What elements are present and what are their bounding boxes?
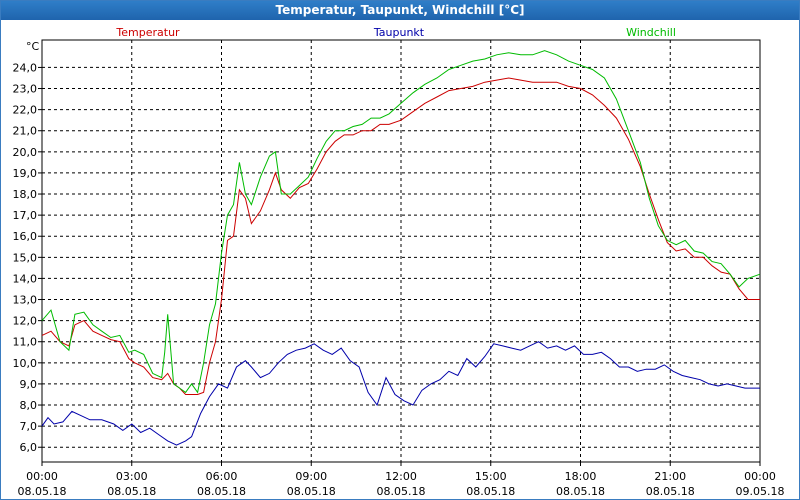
x-tick-date: 08.05.18 [646, 485, 695, 498]
y-tick-label: 19,0 [13, 167, 38, 180]
series-line-temperatur [41, 77, 760, 395]
y-tick-label: 12,0 [13, 315, 38, 328]
y-tick-label: 22,0 [13, 104, 38, 117]
x-tick-time: 09:00 [295, 470, 327, 483]
x-tick-date: 08.05.18 [287, 485, 336, 498]
y-tick-label: 21,0 [13, 125, 38, 138]
x-tick-date: 09.05.18 [736, 485, 785, 498]
y-tick-label: 6,0 [20, 441, 38, 454]
x-tick-date: 08.05.18 [107, 485, 156, 498]
x-tick-date: 08.05.18 [466, 485, 515, 498]
y-tick-label: 20,0 [13, 146, 38, 159]
y-tick-label: 23,0 [13, 83, 38, 96]
y-tick-label: 8,0 [20, 399, 38, 412]
y-tick-label: 11,0 [13, 336, 38, 349]
legend: Temperatur Taupunkt Windchill [115, 26, 676, 39]
x-tick-date: 08.05.18 [556, 485, 605, 498]
x-tick-time: 03:00 [116, 470, 148, 483]
legend-taupunkt: Taupunkt [373, 26, 425, 39]
x-axis-ticks: 00:00 08.05.18 03:00 08.05.18 06:00 08.05.18 0… [18, 462, 785, 498]
y-tick-label: 16,0 [13, 230, 38, 243]
series-lines [41, 50, 761, 446]
y-tick-label: 24,0 [13, 61, 38, 74]
series-line-taupunkt [41, 341, 760, 446]
legend-windchill: Windchill [626, 26, 676, 39]
y-axis-ticks: 6,0 7,0 8,0 9,0 10,0 11,0 12,0 13,0 14,0 15,0 16,0… [13, 61, 42, 454]
x-tick-date: 08.05.18 [377, 485, 426, 498]
x-tick-time: 06:00 [206, 470, 238, 483]
y-tick-label: 15,0 [13, 251, 38, 264]
chart-title: Temperatur, Taupunkt, Windchill [°C] [1, 1, 799, 20]
x-tick-time: 00:00 [26, 470, 58, 483]
x-tick-time: 12:00 [385, 470, 417, 483]
y-tick-label: 7,0 [20, 420, 38, 433]
y-tick-label: 17,0 [13, 209, 38, 222]
y-tick-label: 18,0 [13, 188, 38, 201]
x-tick-time: 18:00 [565, 470, 597, 483]
x-tick-time: 21:00 [654, 470, 686, 483]
legend-temperatur: Temperatur [115, 26, 180, 39]
y-tick-label: 10,0 [13, 357, 38, 370]
x-tick-date: 08.05.18 [197, 485, 246, 498]
x-tick-date: 08.05.18 [18, 485, 67, 498]
y-tick-label: 13,0 [13, 294, 38, 307]
y-axis-label: °C [26, 40, 40, 53]
y-tick-label: 14,0 [13, 272, 38, 285]
y-tick-label: 9,0 [20, 378, 38, 391]
x-tick-time: 00:00 [744, 470, 776, 483]
series-line-windchill [41, 50, 761, 394]
x-tick-time: 15:00 [475, 470, 507, 483]
